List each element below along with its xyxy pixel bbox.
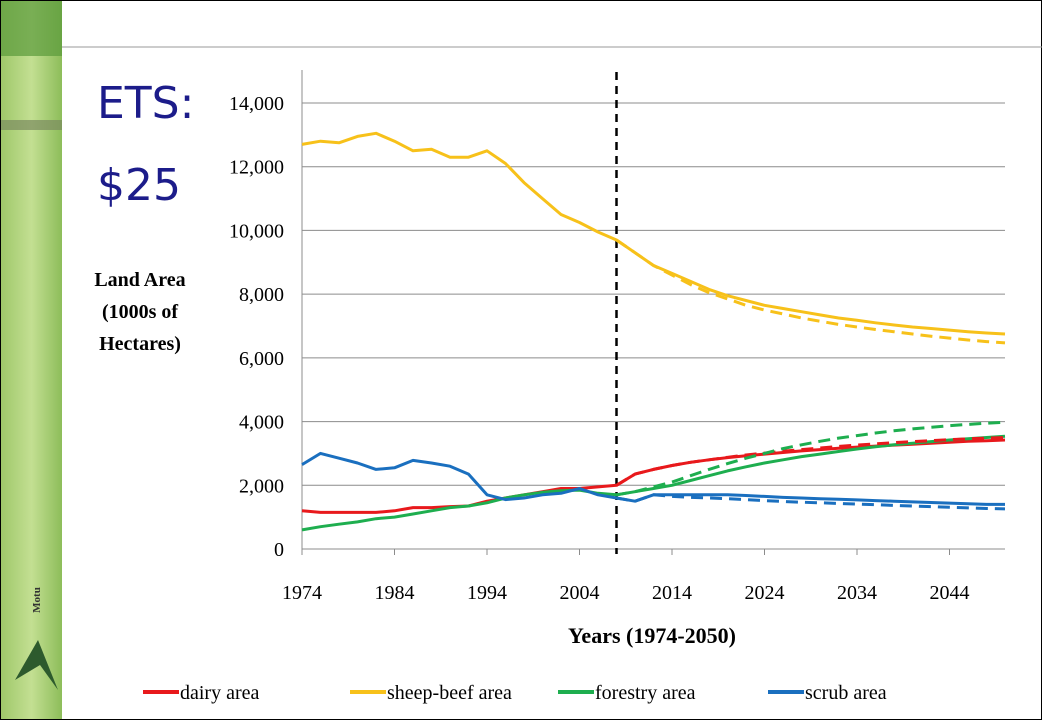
series-line bbox=[301, 434, 1006, 532]
y-tick-label: 2,000 bbox=[239, 475, 284, 497]
x-tick-label: 1974 bbox=[282, 582, 322, 604]
legend-label: dairy area bbox=[180, 682, 260, 704]
y-tick-label: 6,000 bbox=[239, 348, 284, 370]
y-tick-label: 8,000 bbox=[239, 284, 284, 306]
slide-title: ETS: bbox=[97, 78, 194, 129]
x-tick-label: 2004 bbox=[560, 582, 600, 604]
projection-line bbox=[615, 436, 1006, 487]
y-axis-label: (1000s of bbox=[102, 301, 178, 323]
x-tick-label: 2014 bbox=[652, 582, 692, 604]
y-axis-label: Land Area bbox=[94, 269, 185, 291]
slide-title: $25 bbox=[97, 160, 181, 211]
x-axis-label: Years (1974-2050) bbox=[568, 623, 736, 648]
x-tick-label: 2024 bbox=[745, 582, 785, 604]
logo-mark bbox=[15, 640, 58, 690]
x-tick-label: 1984 bbox=[375, 582, 415, 604]
projection-line bbox=[616, 420, 1006, 497]
x-tick-label: 2044 bbox=[930, 582, 970, 604]
legend-label: forestry area bbox=[595, 682, 696, 704]
y-tick-label: 4,000 bbox=[239, 412, 284, 434]
y-tick-label: 14,000 bbox=[229, 93, 284, 115]
logo-text: Motu bbox=[31, 587, 43, 613]
y-tick-label: 12,000 bbox=[229, 157, 284, 179]
strip-band bbox=[1, 120, 62, 130]
legend-label: scrub area bbox=[805, 682, 887, 704]
y-tick-label: 0 bbox=[274, 539, 284, 561]
y-tick-label: 10,000 bbox=[229, 220, 284, 242]
projection-line bbox=[616, 493, 1006, 511]
x-tick-label: 2034 bbox=[837, 582, 877, 604]
legend-label: sheep-beef area bbox=[387, 682, 512, 704]
x-tick-label: 1994 bbox=[467, 582, 507, 604]
strip-top bbox=[1, 1, 62, 56]
chart: 0 2,000 4,000 6,000 8,000 10,000 12,000 14,000 1… bbox=[94, 70, 1006, 704]
projection-line bbox=[615, 238, 1006, 345]
y-axis-label: Hectares) bbox=[99, 333, 181, 355]
